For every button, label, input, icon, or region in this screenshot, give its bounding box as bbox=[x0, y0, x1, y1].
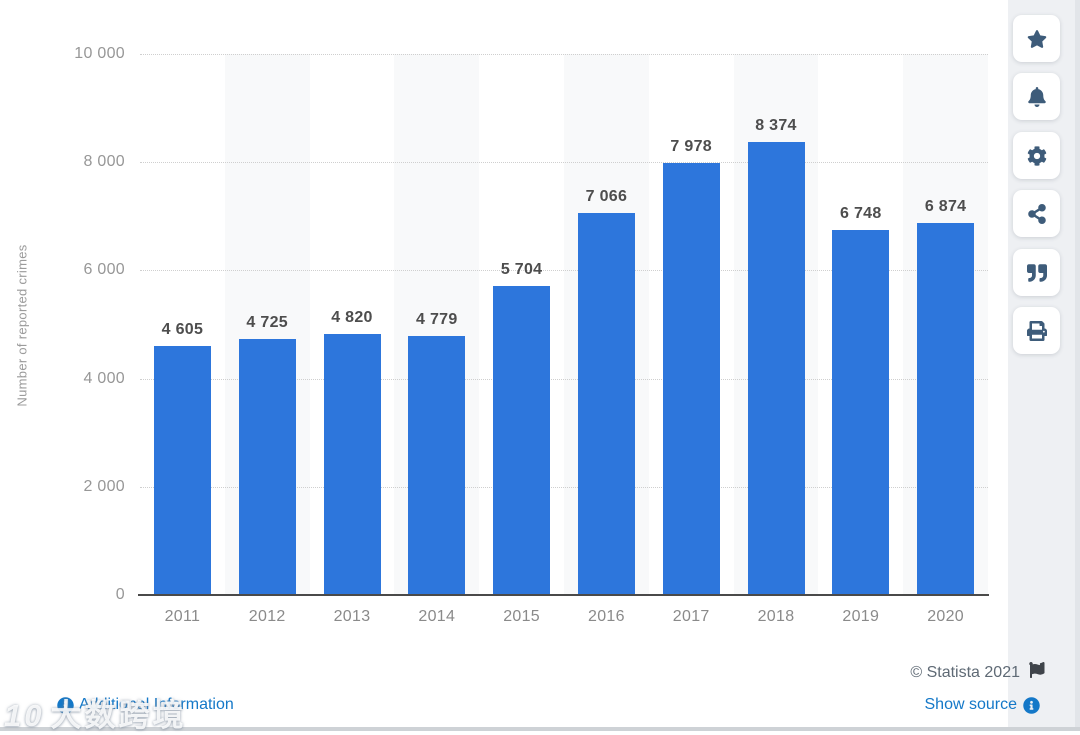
x-tick-label: 2015 bbox=[503, 608, 540, 625]
bar-value-label: 4 820 bbox=[331, 309, 373, 326]
show-source-label: Show source bbox=[924, 696, 1018, 713]
y-tick-label: 6 000 bbox=[83, 261, 125, 279]
bar-value-label: 6 748 bbox=[840, 205, 882, 222]
y-tick-label: 2 000 bbox=[83, 477, 125, 495]
copyright-text: © Statista 2021 bbox=[910, 663, 1020, 681]
cite-button[interactable] bbox=[1013, 249, 1060, 296]
y-axis-title: Number of reported crimes bbox=[14, 244, 30, 407]
gridline bbox=[140, 378, 988, 380]
bar-2017[interactable] bbox=[662, 163, 720, 595]
bar-2011[interactable] bbox=[153, 346, 211, 595]
bar-2019[interactable] bbox=[832, 230, 890, 595]
action-sidebar bbox=[1008, 0, 1080, 731]
x-axis-line bbox=[138, 594, 989, 596]
y-tick-label: 0 bbox=[115, 586, 125, 603]
y-tick-label: 10 000 bbox=[74, 45, 125, 62]
print-button[interactable] bbox=[1013, 307, 1060, 354]
sidebar-edge bbox=[1075, 0, 1080, 731]
print-icon bbox=[1026, 320, 1047, 341]
star-icon bbox=[1027, 29, 1046, 48]
watermark-logo: 10 bbox=[4, 698, 45, 733]
plot-area: 4 605 4 725 4 820 4 779 5 704 7 066 7 978 8 374… bbox=[138, 54, 989, 596]
bell-icon bbox=[1027, 86, 1046, 107]
bar-value-label: 4 725 bbox=[246, 314, 288, 331]
bar-2020[interactable] bbox=[917, 223, 975, 595]
info-circle-icon bbox=[57, 696, 74, 714]
additional-information-label: Additional Information bbox=[79, 696, 234, 713]
bar-value-label: 7 066 bbox=[585, 188, 628, 205]
watermark: 10 大数跨境 bbox=[4, 690, 186, 735]
x-tick-label: 2016 bbox=[588, 608, 625, 625]
x-tick-label: 2018 bbox=[757, 608, 795, 625]
quote-icon bbox=[1026, 263, 1047, 282]
bar-value-label: 5 704 bbox=[500, 261, 543, 278]
gridline bbox=[140, 54, 988, 55]
bar-value-label: 4 605 bbox=[161, 321, 204, 338]
info-circle-icon bbox=[1023, 696, 1040, 714]
bar-2014[interactable] bbox=[408, 336, 466, 595]
x-tick-label: 2013 bbox=[333, 608, 371, 625]
x-tick-label: 2017 bbox=[672, 608, 710, 625]
gear-icon bbox=[1027, 145, 1046, 166]
x-tick-label: 2012 bbox=[248, 608, 286, 625]
gridline bbox=[140, 162, 988, 164]
bottom-edge bbox=[0, 727, 1080, 731]
bar-value-label: 4 779 bbox=[416, 311, 458, 328]
gridline bbox=[140, 270, 988, 272]
x-tick-label: 2014 bbox=[418, 608, 456, 625]
bar-2015[interactable] bbox=[493, 286, 551, 595]
show-source-link[interactable]: Show source bbox=[925, 696, 1041, 714]
x-tick-label: 2011 bbox=[164, 608, 201, 625]
bar-2013[interactable] bbox=[323, 334, 381, 595]
bar-value-label: 8 374 bbox=[755, 117, 797, 134]
settings-button[interactable] bbox=[1013, 132, 1060, 179]
x-tick-label: 2019 bbox=[842, 608, 880, 625]
watermark-text: 大数跨境 bbox=[50, 698, 187, 733]
bar-2012[interactable] bbox=[238, 339, 296, 595]
bar-2016[interactable] bbox=[577, 213, 635, 595]
share-icon bbox=[1027, 203, 1046, 224]
notifications-button[interactable] bbox=[1013, 73, 1060, 120]
bar-value-label: 6 874 bbox=[924, 198, 967, 215]
flag-icon[interactable] bbox=[1028, 661, 1046, 683]
bar-2018[interactable] bbox=[747, 142, 805, 595]
y-tick-label: 8 000 bbox=[83, 153, 125, 171]
favorite-button[interactable] bbox=[1013, 15, 1060, 62]
bar-value-label: 7 978 bbox=[670, 138, 712, 155]
additional-information-link[interactable]: Additional Information bbox=[57, 696, 234, 714]
y-tick-label: 4 000 bbox=[83, 369, 125, 387]
x-tick-label: 2020 bbox=[927, 608, 964, 625]
copyright: © Statista 2021 bbox=[910, 661, 1046, 683]
gridline bbox=[140, 486, 988, 488]
share-button[interactable] bbox=[1013, 190, 1060, 237]
